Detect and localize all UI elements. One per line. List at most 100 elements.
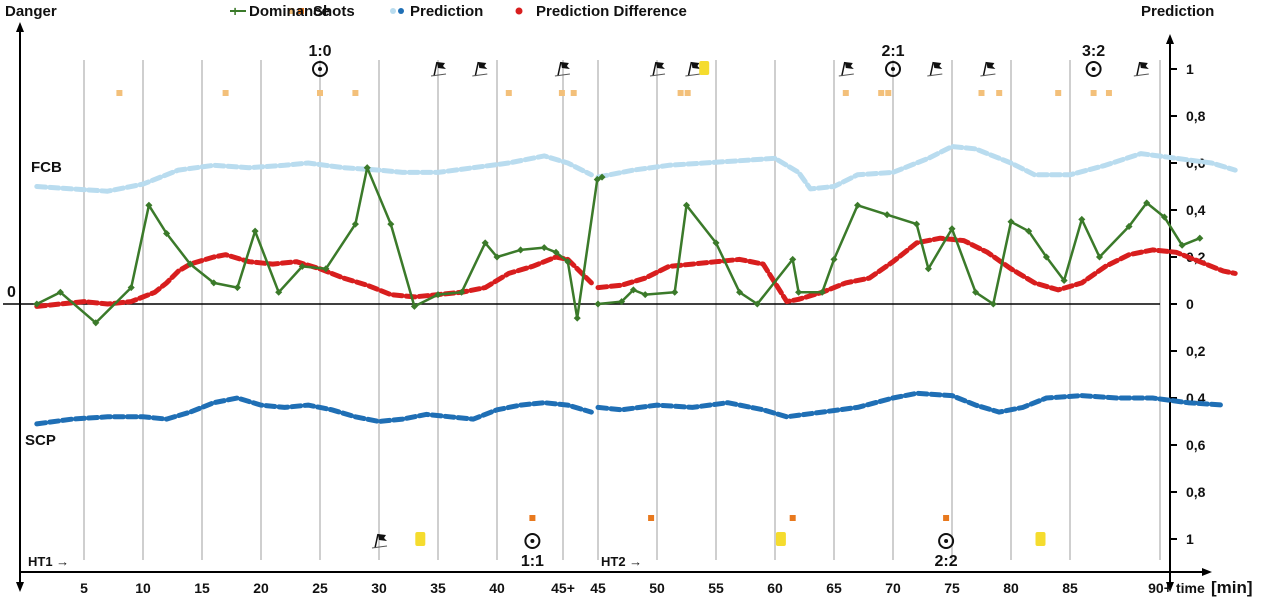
dominance-point — [33, 300, 41, 308]
right-tick-label: 0,4 — [1186, 202, 1206, 218]
corner-flag-icon-base — [554, 73, 570, 77]
legend-shots-label: Shots — [313, 3, 355, 20]
dominance-point — [351, 220, 359, 228]
right-axis-title: Prediction — [1141, 3, 1214, 20]
yellow-card-icon — [699, 61, 710, 75]
dominance-line — [36, 166, 603, 325]
dominance-point — [712, 239, 720, 247]
dominance-point — [275, 288, 283, 296]
right-tick-label: 0 — [1186, 296, 1194, 312]
corner-flag-icon-cloth — [560, 62, 570, 69]
corner-flag-icon — [687, 61, 693, 77]
right-axis-arrow-down — [1166, 582, 1174, 592]
corner-flag-icon-cloth — [478, 62, 488, 69]
prediction-difference-line — [595, 235, 1238, 305]
dominance-point — [913, 220, 921, 228]
shot-marker-top — [996, 90, 1003, 96]
corner-flag-icon-cloth — [1139, 62, 1149, 69]
corner-flag-icon — [374, 533, 379, 549]
corner-flag-icon — [982, 61, 988, 77]
right-tick-label: 1 — [1186, 531, 1194, 547]
x-tick-label: 35 — [430, 580, 446, 596]
legend-prediction-light-marker — [390, 8, 396, 14]
x-tick-label: 25 — [312, 580, 328, 596]
left-axis-arrow-up — [16, 22, 24, 32]
dominance-point — [830, 255, 838, 263]
dominance-point — [948, 225, 956, 233]
goal-score-label: 3:2 — [1082, 43, 1105, 60]
events-layer: 1:0 2:1 3:2 1:1 2:2 — [116, 43, 1149, 570]
corner-flag-icon-base — [1133, 73, 1149, 77]
dominance-point — [789, 255, 797, 263]
x-axis — [20, 568, 1212, 576]
corner-flag-icon — [652, 61, 657, 77]
goal-score-label: 2:1 — [881, 43, 904, 60]
goal-score-label: 1:1 — [521, 553, 544, 570]
x-tick-label: 40 — [489, 580, 505, 596]
shot-marker-top — [1055, 90, 1062, 96]
corner-flag-icon-cloth — [656, 62, 665, 69]
dominance-point — [924, 265, 932, 273]
left-axis-zero-label: 0 — [7, 284, 16, 301]
dominance-point — [629, 286, 637, 294]
shot-marker-top — [570, 90, 577, 96]
corner-flag-icon-base — [430, 73, 447, 77]
dominance-point — [795, 288, 803, 296]
series-layer — [33, 144, 1238, 427]
prediction-scp-line — [34, 395, 594, 427]
dominance-point — [233, 284, 241, 292]
legend-prediction-dark-marker — [398, 8, 404, 14]
legend-prediction-difference-marker — [515, 7, 523, 15]
right-tick-label: 0,8 — [1186, 484, 1206, 500]
shot-marker-top — [352, 90, 359, 96]
goal-icon-dot — [891, 67, 895, 71]
goal-icon-dot — [318, 67, 322, 71]
corner-flag-icon — [474, 61, 480, 77]
half-label-ht2: HT2 → — [601, 554, 642, 569]
shot-marker-top — [878, 90, 885, 96]
shot-marker-top — [885, 90, 892, 96]
yellow-card-icon — [1035, 532, 1046, 546]
prediction-difference-line — [34, 252, 594, 309]
dominance-point — [573, 314, 581, 322]
shot-marker-top — [222, 90, 229, 96]
x-tick-label: 5 — [80, 580, 88, 596]
corner-flag-icon — [433, 61, 438, 77]
corner-flag-icon-base — [980, 73, 996, 77]
legend-prediction-difference-label: Prediction Difference — [536, 3, 687, 20]
goal-icon — [1085, 61, 1102, 77]
corner-flag-icon-base — [472, 73, 488, 77]
x-axis-label-unit: [min] — [1211, 578, 1253, 597]
dominance-point — [434, 291, 442, 299]
dominance-point — [818, 288, 826, 296]
dominance-point — [641, 291, 649, 299]
shot-marker-bottom — [789, 515, 796, 521]
corner-flag-icon-cloth — [933, 62, 943, 69]
shot-marker-top — [842, 90, 849, 96]
corner-flag-icon-cloth — [986, 62, 996, 69]
team-label-top: FCB — [31, 159, 62, 176]
shot-marker-bottom — [943, 515, 950, 521]
left-axis — [16, 22, 24, 592]
dominance-point — [127, 284, 135, 292]
goal-icon — [938, 533, 955, 549]
right-tick-label: 0,6 — [1186, 437, 1206, 453]
dominance-point — [736, 288, 744, 296]
x-tick-label: 80 — [1003, 580, 1019, 596]
prediction-fcb-line — [595, 144, 1238, 192]
goal-icon-dot — [530, 539, 535, 543]
corner-flag-icon-cloth — [378, 534, 387, 541]
dominance-point — [186, 260, 194, 268]
x-tick-label: 75 — [944, 580, 960, 596]
shot-marker-top — [317, 90, 323, 96]
dominance-point — [564, 258, 572, 266]
dominance-point — [854, 201, 862, 209]
dominance-point — [210, 279, 218, 287]
x-tick-label: 85 — [1062, 580, 1078, 596]
team-label-bottom: SCP — [25, 432, 56, 449]
corner-flag-icon-base — [927, 73, 943, 77]
corner-flag-icon-base — [371, 545, 388, 549]
shot-marker-bottom — [648, 515, 655, 521]
legend-dominance-label: Dominance — [249, 3, 330, 20]
